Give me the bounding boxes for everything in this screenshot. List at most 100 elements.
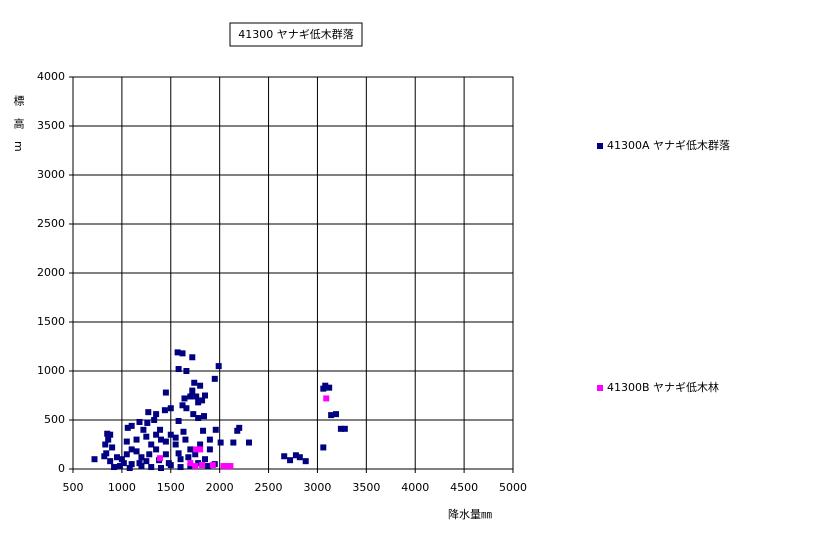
point bbox=[189, 354, 196, 361]
point bbox=[102, 441, 109, 448]
point bbox=[202, 392, 208, 399]
point bbox=[136, 418, 143, 425]
point bbox=[192, 463, 199, 470]
y-tick-label: 1000 bbox=[37, 364, 65, 377]
point bbox=[187, 446, 194, 453]
point bbox=[107, 431, 114, 438]
point bbox=[234, 427, 241, 434]
point bbox=[206, 446, 213, 453]
point bbox=[162, 451, 169, 458]
y-axis-label: 標高m bbox=[12, 94, 25, 164]
point bbox=[281, 453, 288, 460]
point bbox=[165, 460, 172, 467]
x-tick-label: 3500 bbox=[352, 481, 380, 494]
point bbox=[197, 441, 204, 448]
point bbox=[111, 464, 118, 471]
point bbox=[190, 411, 197, 418]
point bbox=[153, 431, 160, 438]
point bbox=[180, 428, 187, 435]
point bbox=[172, 434, 179, 441]
point bbox=[227, 463, 234, 470]
point bbox=[174, 349, 181, 356]
point bbox=[157, 455, 164, 462]
point bbox=[158, 465, 164, 472]
point bbox=[322, 382, 329, 389]
point bbox=[204, 463, 211, 470]
point bbox=[143, 433, 150, 440]
point bbox=[105, 436, 112, 443]
point bbox=[177, 464, 184, 471]
point bbox=[179, 350, 186, 357]
point bbox=[128, 422, 135, 429]
y-tick-label: 4000 bbox=[37, 70, 65, 83]
x-tick-label: 500 bbox=[63, 481, 84, 494]
point bbox=[153, 446, 160, 453]
point bbox=[328, 412, 335, 419]
point bbox=[162, 389, 169, 396]
title-box bbox=[229, 22, 363, 47]
legend-label: 41300B ヤナギ低木林 bbox=[607, 380, 719, 394]
x-tick-label: 4500 bbox=[450, 481, 478, 494]
y-tick-label: 3000 bbox=[37, 168, 65, 181]
point bbox=[157, 426, 164, 433]
point bbox=[323, 395, 330, 402]
point bbox=[114, 454, 120, 461]
point bbox=[148, 464, 155, 471]
point bbox=[172, 441, 179, 448]
point bbox=[133, 436, 140, 443]
point bbox=[292, 452, 299, 459]
point bbox=[246, 439, 252, 446]
point bbox=[158, 436, 164, 443]
y-tick-label: 2500 bbox=[37, 217, 65, 230]
point bbox=[287, 457, 294, 464]
point bbox=[177, 456, 184, 463]
point bbox=[195, 415, 202, 422]
point bbox=[175, 366, 182, 373]
y-tick-label: 500 bbox=[44, 413, 65, 426]
point bbox=[181, 395, 188, 402]
point bbox=[185, 454, 192, 461]
legend-marker bbox=[597, 385, 603, 391]
x-tick-label: 3000 bbox=[303, 481, 331, 494]
point bbox=[341, 425, 348, 432]
point bbox=[199, 397, 206, 404]
point bbox=[183, 368, 190, 374]
point bbox=[183, 405, 190, 412]
y-tick-label: 1500 bbox=[37, 315, 65, 328]
chart-title: 41300 ヤナギ低木群落 bbox=[238, 27, 354, 41]
point bbox=[192, 451, 199, 458]
point bbox=[146, 451, 153, 458]
point bbox=[145, 409, 152, 416]
point bbox=[175, 450, 182, 457]
point bbox=[107, 458, 114, 465]
point bbox=[148, 441, 155, 448]
point bbox=[199, 462, 206, 469]
point bbox=[191, 379, 198, 386]
point bbox=[337, 425, 344, 432]
point bbox=[189, 387, 196, 394]
x-tick-label: 2500 bbox=[255, 481, 283, 494]
point bbox=[153, 411, 160, 418]
point bbox=[123, 451, 130, 458]
point bbox=[215, 363, 222, 370]
point bbox=[211, 375, 218, 382]
point bbox=[333, 411, 340, 418]
point bbox=[201, 413, 208, 420]
point bbox=[296, 454, 303, 461]
point bbox=[167, 405, 174, 412]
point bbox=[128, 461, 135, 468]
point bbox=[128, 446, 135, 453]
point bbox=[167, 431, 174, 438]
y-tick-label: 2000 bbox=[37, 266, 65, 279]
point bbox=[136, 460, 143, 467]
point bbox=[217, 439, 224, 446]
x-tick-label: 4000 bbox=[401, 481, 429, 494]
point bbox=[197, 382, 204, 389]
point bbox=[182, 436, 189, 443]
x-tick-label: 1500 bbox=[157, 481, 185, 494]
point bbox=[187, 460, 194, 467]
point bbox=[187, 393, 194, 400]
point bbox=[175, 417, 182, 424]
point bbox=[193, 393, 200, 400]
